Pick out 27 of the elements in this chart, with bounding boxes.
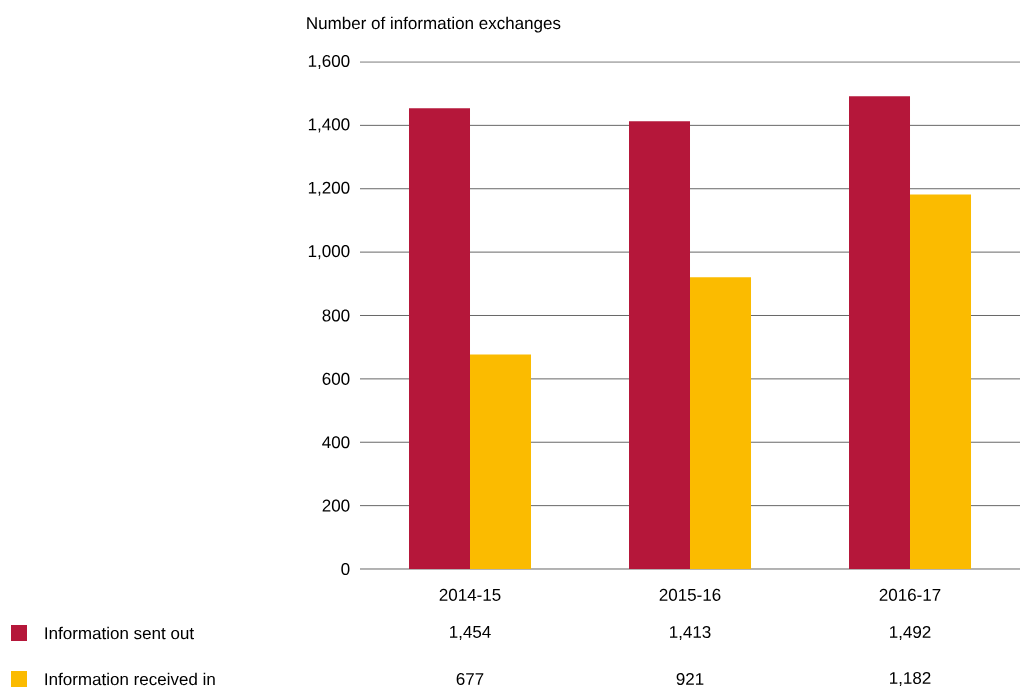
x-tick-label: 2016-17 xyxy=(879,588,941,601)
data-label: 677 xyxy=(456,672,484,686)
legend-label: Information received in xyxy=(45,672,215,686)
bar xyxy=(690,277,752,569)
legend-label: Information sent out xyxy=(45,626,194,640)
bar xyxy=(910,194,972,569)
y-tick-label: 800 xyxy=(322,309,350,322)
bar xyxy=(629,121,691,569)
data-label: 921 xyxy=(676,672,704,686)
y-axis-title: Number of information exchanges xyxy=(307,16,561,33)
y-tick-label: 0 xyxy=(341,562,350,576)
bar xyxy=(409,108,471,569)
y-tick-label: 600 xyxy=(322,372,350,385)
x-tick-label: 2015-16 xyxy=(659,588,721,601)
y-tick-label: 1,200 xyxy=(308,181,350,196)
x-tick-label: 2014-15 xyxy=(439,588,501,601)
y-tick-label: 1,000 xyxy=(308,245,350,260)
y-tick-label: 1,600 xyxy=(308,54,350,70)
y-tick-label: 400 xyxy=(322,436,350,449)
y-tick-label: 200 xyxy=(322,499,350,512)
data-label: 1,182 xyxy=(890,671,931,687)
data-label: 1,413 xyxy=(670,625,711,641)
y-tick-label: 1,400 xyxy=(308,118,350,133)
data-label: 1,454 xyxy=(450,626,491,640)
data-label: 1,492 xyxy=(890,625,931,641)
bar xyxy=(470,354,532,569)
bar xyxy=(849,96,911,569)
